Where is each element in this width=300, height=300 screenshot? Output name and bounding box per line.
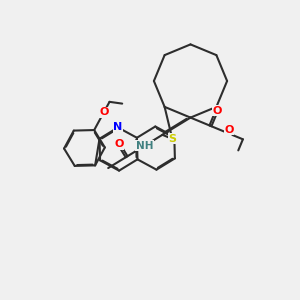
Text: O: O [224, 125, 234, 135]
Text: S: S [168, 134, 176, 144]
Text: NH: NH [136, 141, 153, 151]
Text: N: N [113, 122, 123, 133]
Text: O: O [99, 107, 109, 117]
Text: O: O [212, 106, 221, 116]
Text: O: O [114, 139, 124, 149]
